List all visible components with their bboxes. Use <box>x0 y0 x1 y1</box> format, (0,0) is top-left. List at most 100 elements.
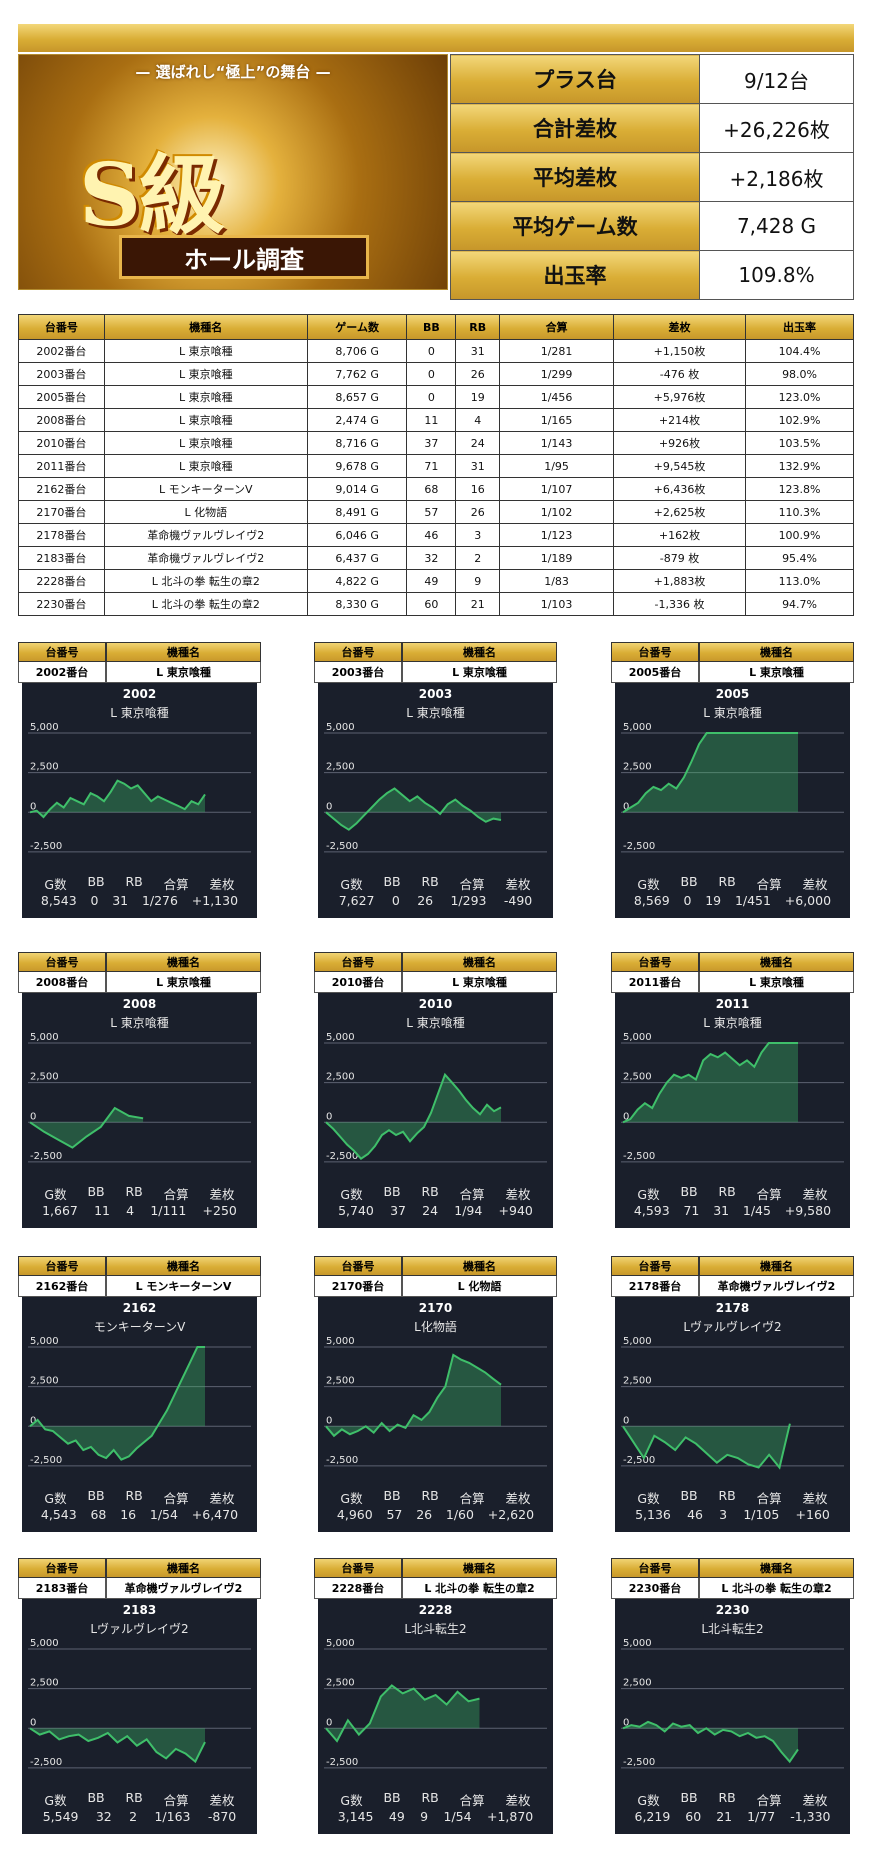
table-cell: 37 <box>406 431 457 455</box>
card-header-model: 機種名 <box>106 952 261 972</box>
table-cell: 0 <box>406 339 457 363</box>
difference-graph: 5,000 2,500 0 -2,500 <box>621 723 844 853</box>
table-cell: 2170番台 <box>18 500 105 524</box>
card-header-model: 機種名 <box>699 642 854 662</box>
table-cell: 1/95 <box>499 454 614 478</box>
table-row: 2178番台 革命機ヴァルヴレイヴ2 6,046 G 46 3 1/123 +162枚 100… <box>18 523 854 547</box>
stats-values: 4,543 68 16 1/54 +6,470 <box>22 1507 257 1522</box>
table-cell: 31 <box>455 339 501 363</box>
card-model: L 東京喰種 <box>106 662 261 683</box>
card-model: 革命機ヴァルヴレイヴ2 <box>699 1276 854 1297</box>
table-cell: 8,330 G <box>306 592 408 616</box>
machine-card: 台番号 機種名 2002番台 L 東京喰種 2002 L 東京喰種 5,000 2,500 0-… <box>18 642 261 918</box>
stat-label: BB <box>383 874 401 889</box>
graph-model-name: L 東京喰種 <box>110 1016 169 1030</box>
graph-area <box>623 1043 798 1123</box>
table-row: 2005番台 L 東京喰種 8,657 G 0 19 1/456 +5,976枚 123.0% <box>18 385 854 409</box>
difference-graph: 5,000 2,500 0 -2,500 <box>28 1033 251 1163</box>
card-unit: 2178番台 <box>611 1276 699 1297</box>
stat-value: 31 <box>112 893 129 908</box>
stats-values: 4,960 57 26 1/60 +2,620 <box>318 1507 553 1522</box>
card-info-row: 2230番台 L 北斗の拳 転生の章2 <box>611 1578 854 1599</box>
stat-value: 1/111 <box>150 1203 187 1218</box>
graph-area <box>326 1354 501 1436</box>
card-header-model: 機種名 <box>402 1256 557 1276</box>
summary-row: プラス台 9/12台 <box>450 54 854 104</box>
table-cell: -476 枚 <box>612 362 747 386</box>
graph-number: 2162 <box>122 1301 157 1315</box>
table-cell: 2,474 G <box>306 408 408 432</box>
table-cell: 46 <box>406 523 457 547</box>
y-tick-label: 2,500 <box>326 762 355 773</box>
machine-card: 台番号 機種名 2228番台 L 北斗の拳 転生の章2 2228 L北斗転生2 5,000 2… <box>314 1558 557 1834</box>
stat-label: BB <box>680 1488 698 1503</box>
machine-table: 台番号 機種名 ゲーム数 BB RB 合算 差枚 出玉率 2002番台 L 東京喰種 8,706 … <box>18 314 854 616</box>
hall-survey-banner: — 選ばれし“極上”の舞台 — S級 ホール調査 <box>18 54 448 290</box>
stat-label: RB <box>421 1488 439 1503</box>
y-tick-label: 0 <box>30 1717 36 1728</box>
machine-card: 台番号 機種名 2183番台 革命機ヴァルヴレイヴ2 2183 Lヴァルヴレイヴ2 5,00… <box>18 1558 261 1834</box>
table-cell: 2008番台 <box>18 408 105 432</box>
card-header-unit: 台番号 <box>611 642 699 662</box>
table-cell: 1/456 <box>499 385 614 409</box>
stat-value: 4,960 <box>336 1507 373 1522</box>
graph-model-name: L 東京喰種 <box>703 1016 762 1030</box>
stat-value: 4 <box>126 1203 135 1218</box>
table-cell: 革命機ヴァルヴレイヴ2 <box>103 523 308 547</box>
card-model: L 東京喰種 <box>402 972 557 993</box>
stat-label: RB <box>125 874 143 889</box>
stat-value: +1,130 <box>191 893 239 908</box>
summary-row: 出玉率 109.8% <box>450 250 854 300</box>
card-header: 台番号 機種名 <box>18 1256 261 1276</box>
table-row: 2228番台 L 北斗の拳 転生の章2 4,822 G 49 9 1/83 +1,883枚 1… <box>18 569 854 593</box>
graph-number: 2010 <box>418 997 453 1011</box>
y-tick-label: 5,000 <box>326 1337 355 1347</box>
stats-labels: G数 BB RB 合算 差枚 <box>318 1184 553 1203</box>
table-cell: L 化物語 <box>103 500 308 524</box>
table-cell: 2005番台 <box>18 385 105 409</box>
stats-values: 7,627 0 26 1/293 -490 <box>318 893 553 908</box>
table-cell: 8,657 G <box>306 385 408 409</box>
table-row: 2230番台 L 北斗の拳 転生の章2 8,330 G 60 21 1/103 -1,336… <box>18 592 854 616</box>
stat-label: BB <box>383 1790 401 1805</box>
stats-labels: G数 BB RB 合算 差枚 <box>615 874 850 893</box>
graph-panel: 2170 L化物語 5,000 2,500 0 -2,500 G数 BB RB 合算 差枚 4,960… <box>318 1297 553 1532</box>
stats-values: 5,740 37 24 1/94 +940 <box>318 1203 553 1218</box>
table-cell: 1/189 <box>499 546 614 570</box>
y-tick-label: -2,500 <box>30 1455 62 1466</box>
card-header: 台番号 機種名 <box>314 1256 557 1276</box>
table-cell: +162枚 <box>612 523 747 547</box>
stat-value: 19 <box>705 893 722 908</box>
stat-value: 7,627 <box>338 893 375 908</box>
table-cell: 2162番台 <box>18 477 105 501</box>
stat-label: G数 <box>637 1793 660 1808</box>
graph-model-name: L北斗転生2 <box>701 1622 764 1636</box>
difference-graph: 5,000 2,500 0 -2,500 <box>621 1639 844 1769</box>
stat-value: 1/94 <box>454 1203 483 1218</box>
stat-value: 1/276 <box>141 893 178 908</box>
card-header: 台番号 機種名 <box>611 952 854 972</box>
machine-card: 台番号 機種名 2230番台 L 北斗の拳 転生の章2 2230 L北斗転生2 5,000 2… <box>611 1558 854 1834</box>
table-cell: +2,625枚 <box>612 500 747 524</box>
graph-panel: 2003 L 東京喰種 5,000 2,500 0 -2,500 G数 BB RB 合算 差枚 7,6… <box>318 683 553 918</box>
y-tick-label: 0 <box>30 1111 36 1122</box>
stat-label: 差枚 <box>802 1793 828 1808</box>
y-tick-label: -2,500 <box>623 1455 655 1466</box>
difference-graph: 5,000 2,500 0 -2,500 <box>28 1337 251 1467</box>
stat-label: 合算 <box>459 1793 485 1808</box>
table-cell: 4 <box>455 408 501 432</box>
stat-value: 0 <box>683 893 692 908</box>
stat-label: 合算 <box>756 1793 782 1808</box>
card-header-model: 機種名 <box>106 642 261 662</box>
column-header: 合算 <box>499 314 614 340</box>
table-cell: 19 <box>455 385 501 409</box>
table-cell: -1,336 枚 <box>612 592 747 616</box>
graph-number: 2228 <box>418 1603 453 1617</box>
stat-value: 0 <box>90 893 99 908</box>
stats-values: 8,543 0 31 1/276 +1,130 <box>22 893 257 908</box>
summary-label: 出玉率 <box>450 250 700 300</box>
stat-label: 合算 <box>459 1491 485 1506</box>
graph-line <box>29 1727 206 1764</box>
banner-tagline: — 選ばれし“極上”の舞台 — <box>135 63 331 81</box>
column-header: BB <box>406 314 457 340</box>
